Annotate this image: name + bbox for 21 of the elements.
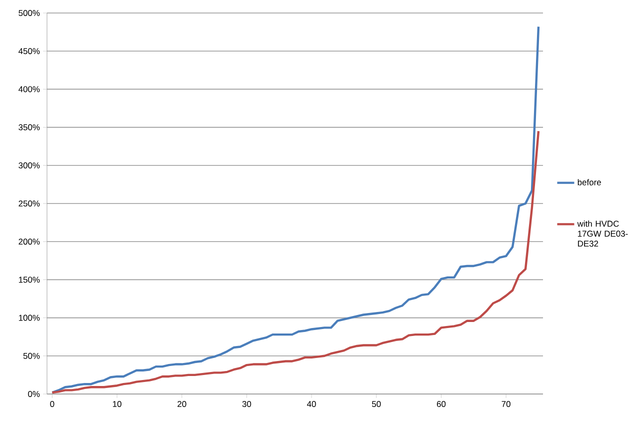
x-tick-label: 30 (242, 401, 252, 408)
x-tick-label: 70 (502, 401, 510, 408)
y-tick-label: 50% (23, 352, 40, 359)
x-tick-label: 60 (436, 401, 446, 408)
y-tick-label: 350% (18, 124, 40, 130)
y-tick-label: 200% (18, 238, 40, 245)
x-tick-label: 50 (372, 401, 381, 408)
y-tick-label: 500% (18, 10, 40, 16)
y-tick-label: 400% (18, 86, 40, 92)
x-tick-label: 40 (307, 401, 316, 408)
legend-label: with HVDC 17GW DE03-DE32 (577, 220, 628, 247)
x-tick-label: 0 (50, 401, 54, 408)
y-tick-label: 150% (18, 276, 40, 283)
y-tick-label: 250% (18, 200, 40, 206)
legend-label: before (578, 179, 601, 186)
y-tick-label: 0% (28, 391, 40, 397)
x-tick-label: 20 (178, 401, 186, 408)
x-tick-label: 10 (112, 401, 122, 408)
y-tick-label: 100% (18, 314, 40, 321)
y-tick-label: 300% (18, 162, 40, 168)
y-tick-label: 450% (18, 48, 40, 54)
